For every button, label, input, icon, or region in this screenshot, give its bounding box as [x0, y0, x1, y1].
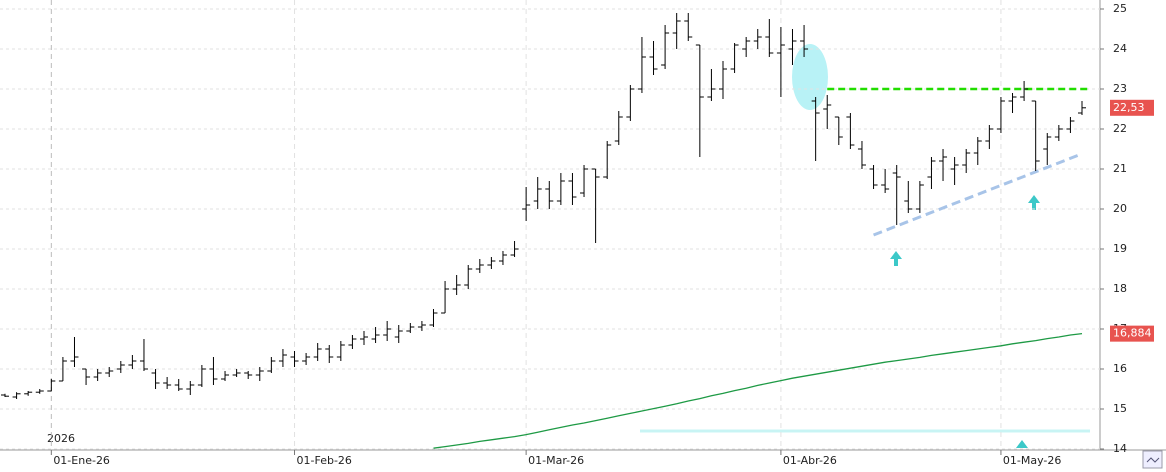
- y-tick-label: 19: [1113, 242, 1127, 255]
- year-label: 2026: [47, 432, 75, 445]
- y-tick-label: 25: [1113, 2, 1127, 15]
- price-tag-label: 16,884: [1113, 327, 1152, 340]
- y-tick-label: 14: [1113, 442, 1127, 455]
- price-tag: [1110, 325, 1154, 342]
- moving-average-line: [433, 332, 1083, 449]
- trendline: [873, 152, 1083, 237]
- y-tick-label: 22: [1113, 122, 1127, 135]
- y-tick-label: 15: [1113, 402, 1127, 415]
- price-tag: [1110, 99, 1154, 116]
- y-tick-label: 20: [1113, 202, 1127, 215]
- up-arrow: [1016, 440, 1028, 448]
- price-tag-label: 22,53: [1113, 101, 1145, 114]
- up-arrow: [1028, 195, 1040, 210]
- up-arrow: [890, 251, 902, 266]
- y-tick-label: 21: [1113, 162, 1127, 175]
- x-tick-label: 01-May-26: [1003, 454, 1061, 467]
- highlight-ellipse: [792, 44, 828, 110]
- x-tick-label: 01-Ene-26: [53, 454, 110, 467]
- y-tick-label: 24: [1113, 42, 1127, 55]
- scale-button-icon: [1146, 457, 1160, 463]
- x-tick-label: 01-Mar-26: [528, 454, 584, 467]
- y-tick-label: 16: [1113, 362, 1127, 375]
- x-tick-label: 01-Abr-26: [783, 454, 837, 467]
- x-tick-label: 01-Feb-26: [297, 454, 352, 467]
- y-tick-label: 23: [1113, 82, 1127, 95]
- y-tick-label: 18: [1113, 282, 1127, 295]
